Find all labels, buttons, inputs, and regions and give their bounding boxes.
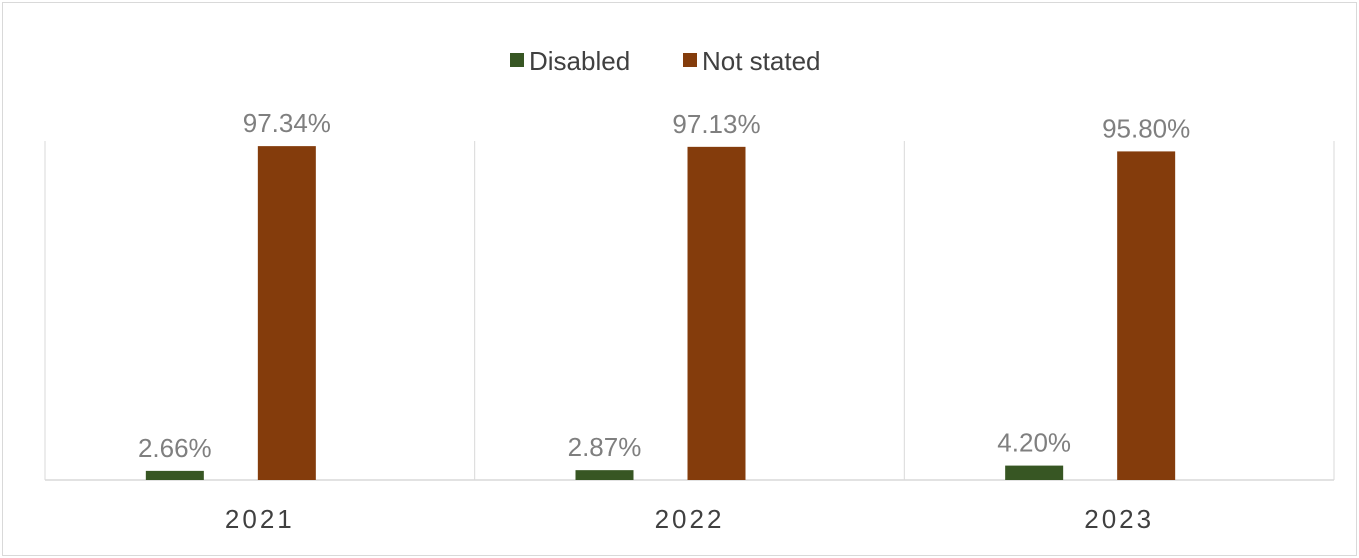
data-label-disabled-2022: 2.87% (568, 432, 642, 462)
x-tick-label-2022: 2022 (655, 504, 725, 534)
bar-not-stated-2022 (687, 146, 746, 480)
data-label-disabled-2023: 4.20% (997, 428, 1071, 458)
x-axis-ticks: 2021 2022 2023 (225, 504, 1154, 534)
x-tick-label-2023: 2023 (1084, 504, 1154, 534)
legend: Disabled Not stated (510, 46, 821, 76)
bar-disabled-2021 (145, 470, 204, 480)
data-label-not-stated-2023: 95.80% (1102, 113, 1190, 143)
legend-label-disabled: Disabled (529, 46, 630, 76)
bar-disabled-2023 (1005, 465, 1064, 480)
bar-not-stated-2021 (257, 146, 316, 481)
data-label-not-stated-2021: 97.34% (243, 108, 331, 138)
bar-disabled-2022 (575, 470, 634, 480)
legend-swatch-disabled (510, 53, 524, 67)
bars (145, 146, 1176, 481)
data-label-disabled-2021: 2.66% (138, 433, 212, 463)
legend-label-not-stated: Not stated (702, 46, 821, 76)
data-label-not-stated-2022: 97.13% (672, 109, 760, 139)
bar-not-stated-2023 (1117, 151, 1176, 480)
x-tick-label-2021: 2021 (225, 504, 295, 534)
legend-swatch-not-stated (683, 53, 697, 67)
data-labels: 2.66% 97.34% 2.87% 97.13% 4.20% 95.80% (138, 108, 1190, 463)
